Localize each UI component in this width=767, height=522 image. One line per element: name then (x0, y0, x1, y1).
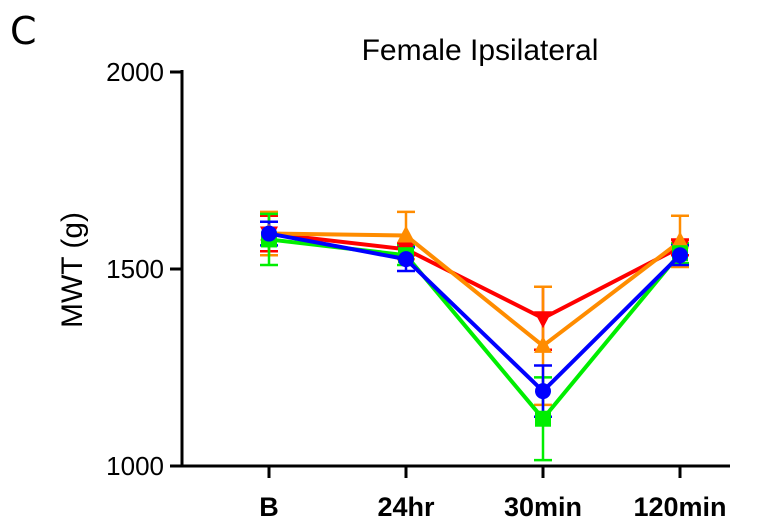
x-tick-label: 120min (633, 492, 726, 522)
y-tick-label: 1500 (106, 254, 164, 284)
series-2 (261, 231, 688, 426)
x-tick-label: 30min (504, 492, 582, 522)
data-point (261, 226, 277, 242)
data-point (398, 251, 414, 267)
series-3 (261, 226, 688, 400)
y-tick-label: 1000 (106, 451, 164, 481)
series-line (269, 234, 680, 392)
x-tick-label: 24hr (377, 492, 435, 522)
panel-label: C (10, 9, 37, 53)
y-tick-label: 2000 (106, 57, 164, 87)
data-point (534, 311, 552, 328)
axes: 1000 1500 2000 B 24hr 30min 120min (106, 57, 730, 522)
series-layer (260, 212, 689, 460)
series-line (269, 239, 680, 418)
x-tick-label: B (259, 492, 279, 522)
series-0 (260, 227, 689, 329)
data-point (535, 411, 551, 427)
data-point (535, 383, 551, 399)
data-point (672, 247, 688, 263)
chart-title: Female Ipsilateral (362, 34, 599, 67)
y-axis-label: MWT (g) (56, 212, 89, 328)
